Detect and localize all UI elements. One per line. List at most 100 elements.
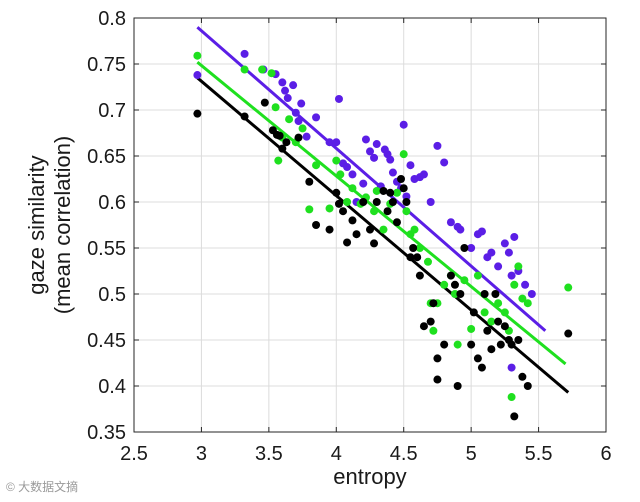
green-point: [410, 225, 419, 234]
black-point: [372, 198, 381, 206]
black-point: [469, 308, 478, 317]
green-point: [305, 205, 314, 214]
green-point: [325, 204, 334, 213]
y-axis-title-line1: gaze similarity: [24, 155, 49, 294]
green-point: [258, 65, 267, 74]
purple-point: [426, 198, 435, 206]
black-point: [518, 372, 527, 381]
x-tick-label: 3: [196, 443, 207, 465]
black-point: [453, 382, 462, 390]
black-point: [450, 280, 459, 289]
black-point: [193, 109, 202, 118]
x-tick-label: 3.5: [255, 443, 283, 465]
purple-point: [507, 363, 516, 372]
black-point: [496, 340, 505, 349]
black-point: [429, 299, 438, 308]
purple-point: [334, 94, 343, 103]
purple-point: [504, 248, 513, 257]
y-tick-label: 0.65: [87, 146, 126, 168]
purple-point: [406, 161, 415, 170]
black-point: [487, 345, 496, 354]
x-tick-label: 5: [466, 443, 477, 465]
green-point: [336, 170, 345, 179]
green-point: [440, 280, 449, 289]
green-point: [523, 299, 532, 308]
purple-point: [361, 135, 370, 144]
y-tick-label: 0.55: [87, 238, 126, 260]
green-point: [514, 262, 523, 271]
purple-point: [312, 113, 321, 122]
purple-point: [294, 117, 303, 126]
y-tick-label: 0.75: [87, 54, 126, 76]
purple-point: [289, 81, 298, 90]
black-point: [332, 188, 341, 197]
plot-frame: [133, 17, 607, 433]
green-point: [402, 207, 411, 216]
black-point: [260, 98, 269, 107]
black-point: [343, 238, 352, 247]
green-point: [487, 317, 496, 326]
y-axis-title-line2: (mean correlation): [50, 136, 75, 315]
green-point: [399, 150, 408, 159]
black-point: [413, 253, 422, 262]
purple-point: [527, 290, 536, 298]
black-point: [334, 199, 343, 208]
green-point: [473, 271, 482, 280]
purple-point: [278, 78, 287, 87]
black-point: [480, 290, 489, 298]
black-point: [383, 207, 392, 216]
black-point: [433, 375, 442, 384]
purple-point: [240, 49, 249, 58]
green-point: [372, 186, 381, 195]
black-point: [305, 177, 314, 186]
green-point: [343, 198, 352, 206]
purple-point: [500, 239, 509, 248]
purple-point: [332, 138, 341, 147]
black-point: [325, 225, 334, 234]
black-point: [275, 131, 284, 140]
purple-point: [359, 179, 368, 188]
purple-point: [283, 94, 292, 103]
y-tick-label: 0.7: [98, 100, 126, 122]
green-point: [370, 207, 379, 216]
purple-point: [494, 262, 503, 271]
purple-point: [281, 86, 290, 95]
x-tick-label: 6: [600, 443, 611, 465]
purple-point: [477, 227, 486, 236]
green-point: [564, 283, 573, 292]
purple-fit-line: [196, 26, 547, 332]
purple-point: [370, 153, 379, 162]
y-tick-label: 0.6: [98, 192, 126, 214]
black-point: [402, 198, 411, 206]
black-point: [467, 340, 476, 349]
green-point: [467, 324, 476, 333]
black-point: [240, 112, 249, 121]
y-tick-label: 0.5: [98, 284, 126, 306]
green-point: [423, 257, 432, 266]
black-point: [523, 382, 532, 390]
green-point: [392, 188, 401, 197]
black-point: [415, 271, 424, 280]
purple-point: [343, 163, 352, 172]
purple-point: [510, 232, 519, 241]
purple-point: [399, 120, 408, 129]
scatter-points: [193, 49, 573, 421]
green-point: [518, 294, 527, 303]
black-point: [352, 230, 361, 239]
green-point: [453, 340, 462, 349]
purple-point: [193, 71, 202, 80]
purple-point: [456, 225, 465, 234]
purple-point: [440, 158, 449, 167]
black-point: [514, 336, 523, 344]
black-point: [399, 184, 408, 193]
black-point: [510, 412, 519, 421]
black-point: [507, 340, 516, 349]
black-point: [460, 244, 469, 252]
purple-point: [297, 99, 306, 108]
black-point: [409, 244, 418, 252]
black-point: [388, 198, 397, 206]
purple-point: [402, 192, 411, 201]
purple-point: [302, 132, 311, 141]
y-axis-ticks: 0.35 0.4 0.45 0.5 0.55 0.6 0.65 0.7 0.75 0.8: [87, 8, 606, 444]
